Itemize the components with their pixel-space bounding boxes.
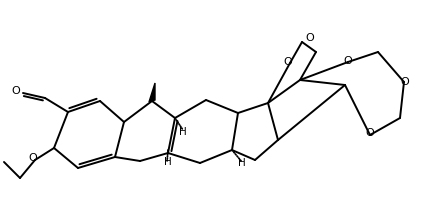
Text: O: O: [29, 153, 38, 163]
Text: O: O: [12, 86, 20, 96]
Text: H: H: [164, 157, 172, 167]
Text: H: H: [179, 127, 187, 137]
Text: H: H: [238, 158, 246, 168]
Text: O: O: [400, 77, 409, 87]
Polygon shape: [149, 83, 155, 102]
Text: O: O: [344, 56, 352, 66]
Text: O: O: [284, 57, 292, 67]
Text: O: O: [306, 33, 314, 43]
Text: O: O: [365, 128, 374, 138]
